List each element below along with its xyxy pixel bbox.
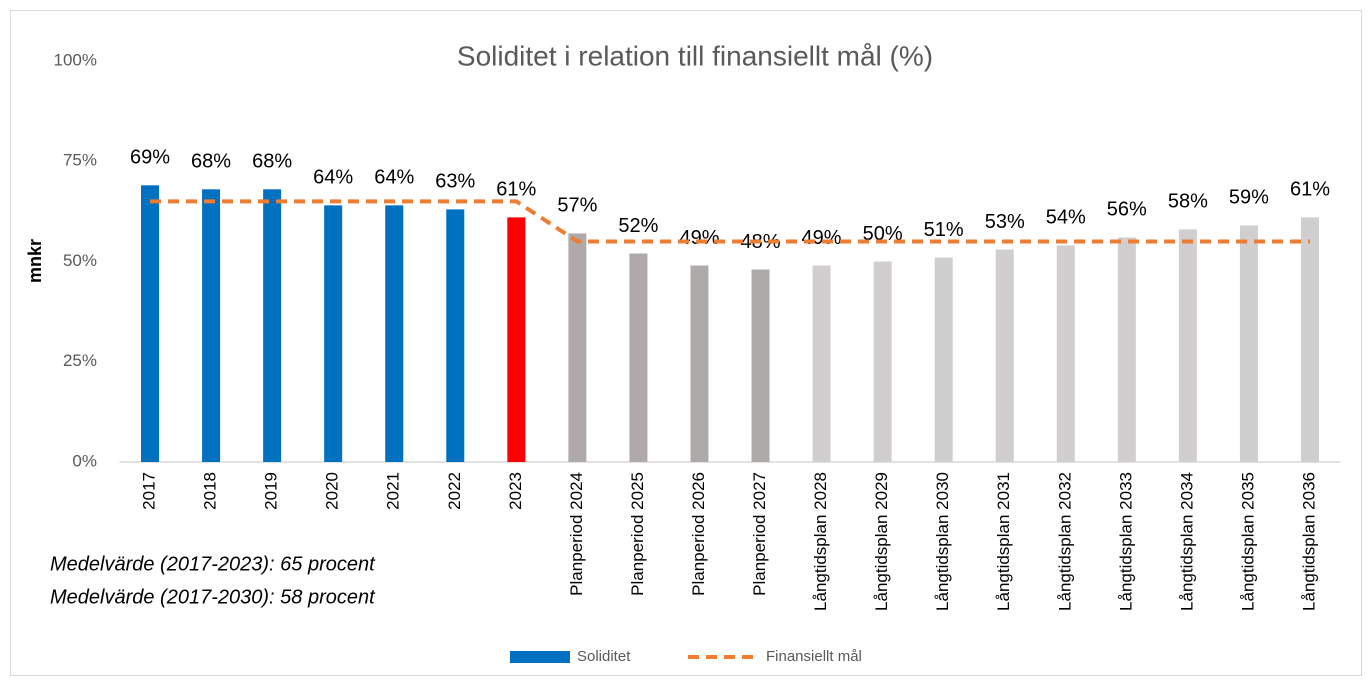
bar <box>141 185 160 462</box>
legend-swatch <box>510 651 570 663</box>
x-tick-label: Långtidsplan 2032 <box>1055 472 1074 611</box>
bar <box>263 189 282 462</box>
data-label: 56% <box>1107 199 1147 221</box>
bar <box>873 261 892 462</box>
x-tick-label: Långtidsplan 2031 <box>994 472 1013 611</box>
data-label: 53% <box>985 211 1025 233</box>
legend-label: Finansiellt mål <box>766 648 862 665</box>
data-label: 61% <box>1290 179 1330 201</box>
bar <box>385 205 404 463</box>
bar <box>995 249 1014 462</box>
x-tick-label: 2021 <box>384 472 403 510</box>
y-tick-label: 100% <box>54 50 97 69</box>
x-tick-label: 2018 <box>201 472 220 510</box>
data-label: 57% <box>557 195 597 217</box>
annotation: Medelvärde (2017-2030): 58 procent <box>50 586 376 608</box>
bar <box>446 209 465 462</box>
x-tick-label: Planperiod 2027 <box>750 472 769 596</box>
y-tick-label: 75% <box>63 151 97 170</box>
target-line <box>150 199 1310 244</box>
bar <box>934 257 953 462</box>
data-label: 51% <box>924 219 964 241</box>
x-tick-label: Långtidsplan 2029 <box>872 472 891 611</box>
data-label: 49% <box>679 227 719 249</box>
bar <box>751 269 770 462</box>
data-label: 68% <box>191 151 231 173</box>
bar <box>812 265 831 462</box>
data-label: 69% <box>130 147 170 169</box>
data-label: 64% <box>374 167 414 189</box>
legend-label: Soliditet <box>577 648 631 665</box>
bar <box>568 233 587 462</box>
x-tick-label: 2022 <box>445 472 464 510</box>
x-tick-label: Långtidsplan 2034 <box>1177 472 1196 611</box>
bar <box>1117 237 1136 462</box>
data-label: 63% <box>435 171 475 193</box>
data-label: 68% <box>252 151 292 173</box>
y-tick-label: 50% <box>63 251 97 270</box>
x-tick-label: Långtidsplan 2028 <box>811 472 830 611</box>
y-axis-label: mnkr <box>25 239 45 283</box>
bar <box>1300 217 1319 462</box>
bar <box>1239 225 1258 462</box>
bar <box>690 265 709 462</box>
x-tick-label: 2019 <box>262 472 281 510</box>
bar <box>324 205 343 463</box>
data-label: 61% <box>496 179 536 201</box>
x-tick-label: Planperiod 2025 <box>628 472 647 596</box>
x-tick-label: Planperiod 2026 <box>689 472 708 596</box>
data-label: 58% <box>1168 191 1208 213</box>
x-tick-label: 2023 <box>506 472 525 510</box>
x-tick-label: 2017 <box>140 472 159 510</box>
data-label: 52% <box>618 215 658 237</box>
y-tick-label: 25% <box>63 351 97 370</box>
x-tick-label: Långtidsplan 2033 <box>1116 472 1135 611</box>
x-tick-label: Långtidsplan 2036 <box>1299 472 1318 611</box>
x-tick-label: Planperiod 2024 <box>567 472 586 596</box>
bar <box>1178 229 1197 462</box>
annotation: Medelvärde (2017-2023): 65 procent <box>50 553 376 575</box>
data-label: 59% <box>1229 187 1269 209</box>
bar <box>507 217 526 462</box>
bar <box>1056 245 1075 462</box>
data-label: 54% <box>1046 207 1086 229</box>
x-tick-label: 2020 <box>323 472 342 510</box>
chart-title: Soliditet i relation till finansiellt må… <box>457 40 933 71</box>
data-label: 50% <box>863 223 903 245</box>
chart-frame <box>10 10 1362 676</box>
data-label: 49% <box>802 227 842 249</box>
x-tick-label: Långtidsplan 2035 <box>1238 472 1257 611</box>
bar <box>202 189 221 462</box>
y-tick-label: 0% <box>72 451 97 470</box>
x-tick-label: Långtidsplan 2030 <box>933 472 952 611</box>
data-label: 64% <box>313 167 353 189</box>
bar <box>629 253 648 462</box>
